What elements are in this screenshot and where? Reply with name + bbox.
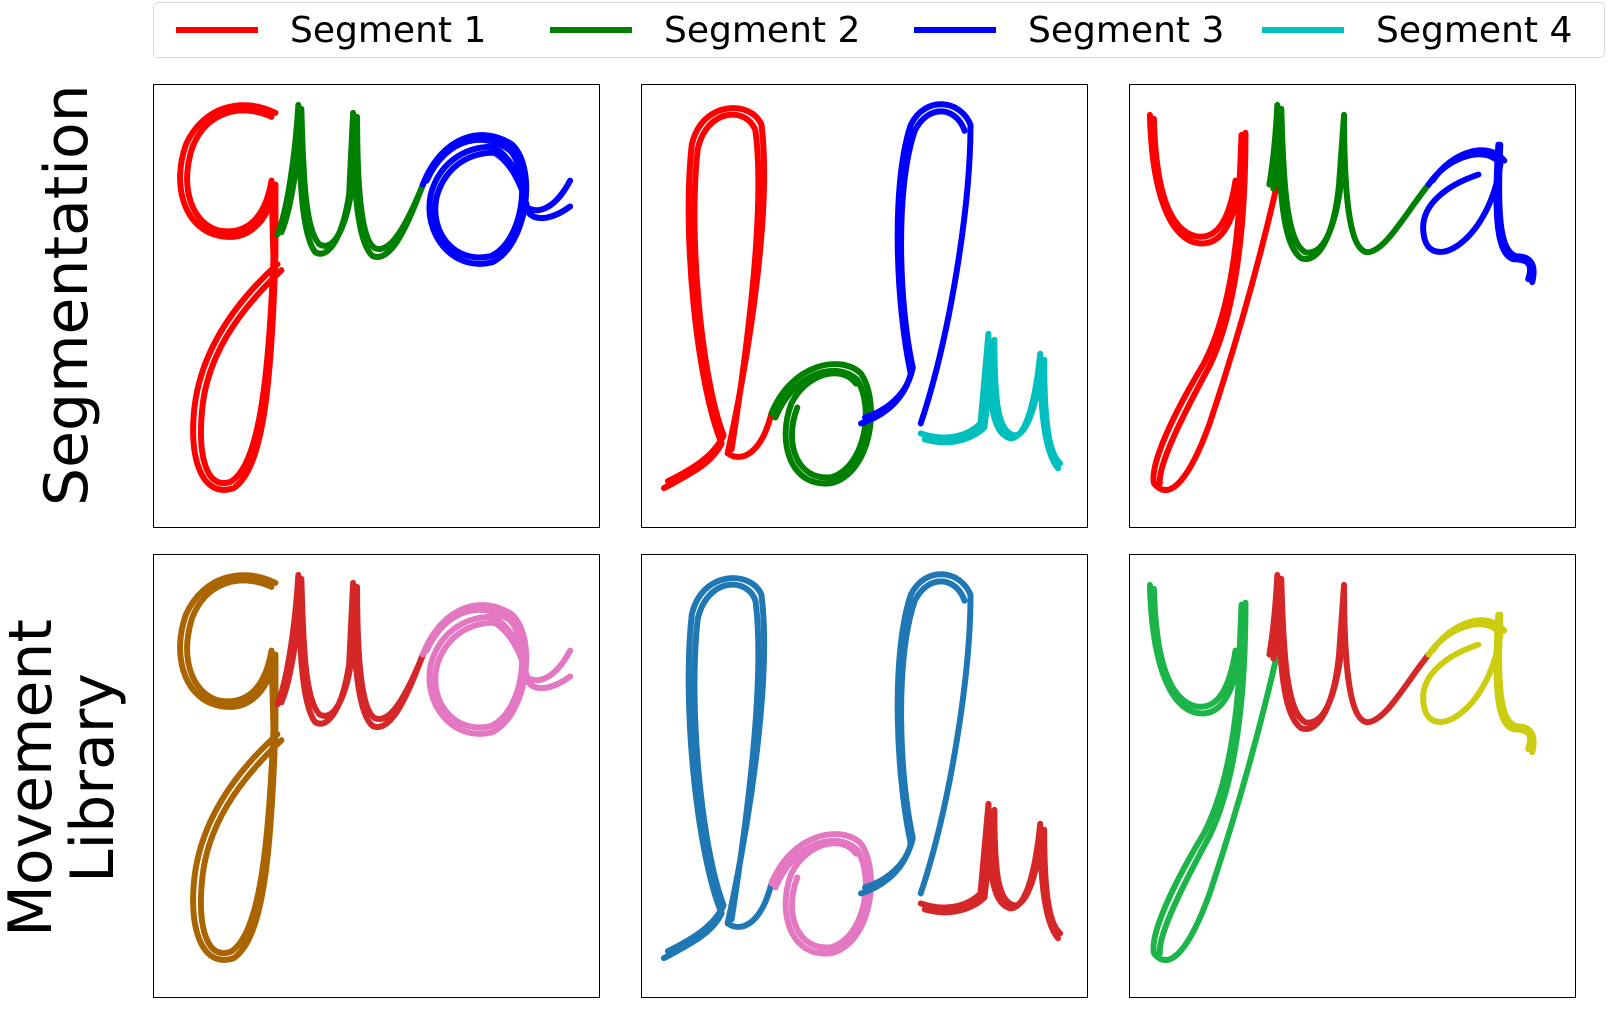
handwriting-plot-movement-library-yua [1146, 571, 1537, 963]
row-label-movement-library: Movement Library [0, 608, 128, 948]
legend-entry-segment-1: Segment 1 [176, 3, 486, 57]
stroke-g-2 [184, 107, 285, 486]
stroke-l-second-2 [862, 578, 968, 891]
stroke-u-2 [1270, 575, 1345, 726]
panel-segmentation-guo [153, 84, 600, 528]
legend-swatch-segment-2 [550, 27, 632, 33]
handwriting-plot-movement-library-guo [177, 571, 574, 963]
stroke-a [1420, 611, 1534, 753]
stroke-y-2 [1150, 115, 1249, 487]
stroke-o [768, 361, 874, 487]
handwriting-plot-segmentation-guo [177, 101, 574, 493]
legend-swatch-segment-1 [176, 27, 258, 33]
handwriting-plot-movement-library-lolu [660, 571, 1064, 962]
legend: Segment 1 Segment 2 Segment 3 Segment 4 [153, 2, 1605, 58]
stroke-a-2 [1429, 141, 1537, 286]
stroke-g [177, 572, 281, 963]
legend-swatch-segment-3 [914, 27, 996, 33]
stroke-u-last [917, 330, 1062, 472]
legend-label-segment-1: Segment 1 [290, 9, 487, 51]
handwriting-plot-segmentation-yua [1146, 101, 1537, 493]
stroke-o-2 [772, 367, 869, 481]
panel-movement-library-lolu [641, 554, 1088, 998]
stroke-a [1420, 141, 1534, 283]
stroke-g-2 [184, 577, 285, 956]
stroke-l-second [858, 571, 974, 897]
legend-entry-segment-4: Segment 4 [1262, 3, 1572, 57]
handwriting-plot-segmentation-lolu [660, 101, 1064, 492]
legend-label-segment-3: Segment 3 [1028, 9, 1225, 51]
legend-label-segment-4: Segment 4 [1376, 9, 1573, 51]
stroke-o-2 [423, 606, 574, 731]
row-label-line-1: Movement [0, 619, 66, 937]
stroke-u-2 [278, 575, 428, 722]
stroke-y [1146, 581, 1283, 963]
stroke-y-2 [1150, 585, 1249, 957]
stroke-y [1146, 111, 1283, 493]
row-label-segmentation: Segmentation [32, 84, 102, 506]
legend-label-segment-2: Segment 2 [664, 9, 861, 51]
legend-entry-segment-3: Segment 3 [914, 3, 1224, 57]
panel-movement-library-guo [153, 554, 600, 998]
stroke-l-2 [664, 111, 762, 485]
stroke-o-2 [772, 837, 869, 951]
stroke-u-last [917, 800, 1062, 942]
legend-entry-segment-2: Segment 2 [550, 3, 860, 57]
panel-movement-library-yua [1129, 554, 1576, 998]
stroke-u-2 [1270, 105, 1345, 256]
stroke-u-2 [278, 105, 428, 252]
stroke-g [177, 102, 281, 493]
row-label-line-2: Library [58, 673, 128, 883]
stroke-u-last-2 [921, 336, 1064, 467]
panel-segmentation-lolu [641, 84, 1088, 528]
stroke-l-second [858, 101, 974, 427]
stroke-o-2 [423, 136, 574, 261]
stroke-l-2 [664, 581, 762, 955]
legend-swatch-segment-4 [1262, 27, 1344, 33]
stroke-l-second-2 [862, 108, 968, 421]
stroke-a-2 [1429, 611, 1537, 756]
stroke-u-last-2 [921, 806, 1064, 937]
panel-segmentation-yua [1129, 84, 1576, 528]
stroke-o [768, 831, 874, 957]
